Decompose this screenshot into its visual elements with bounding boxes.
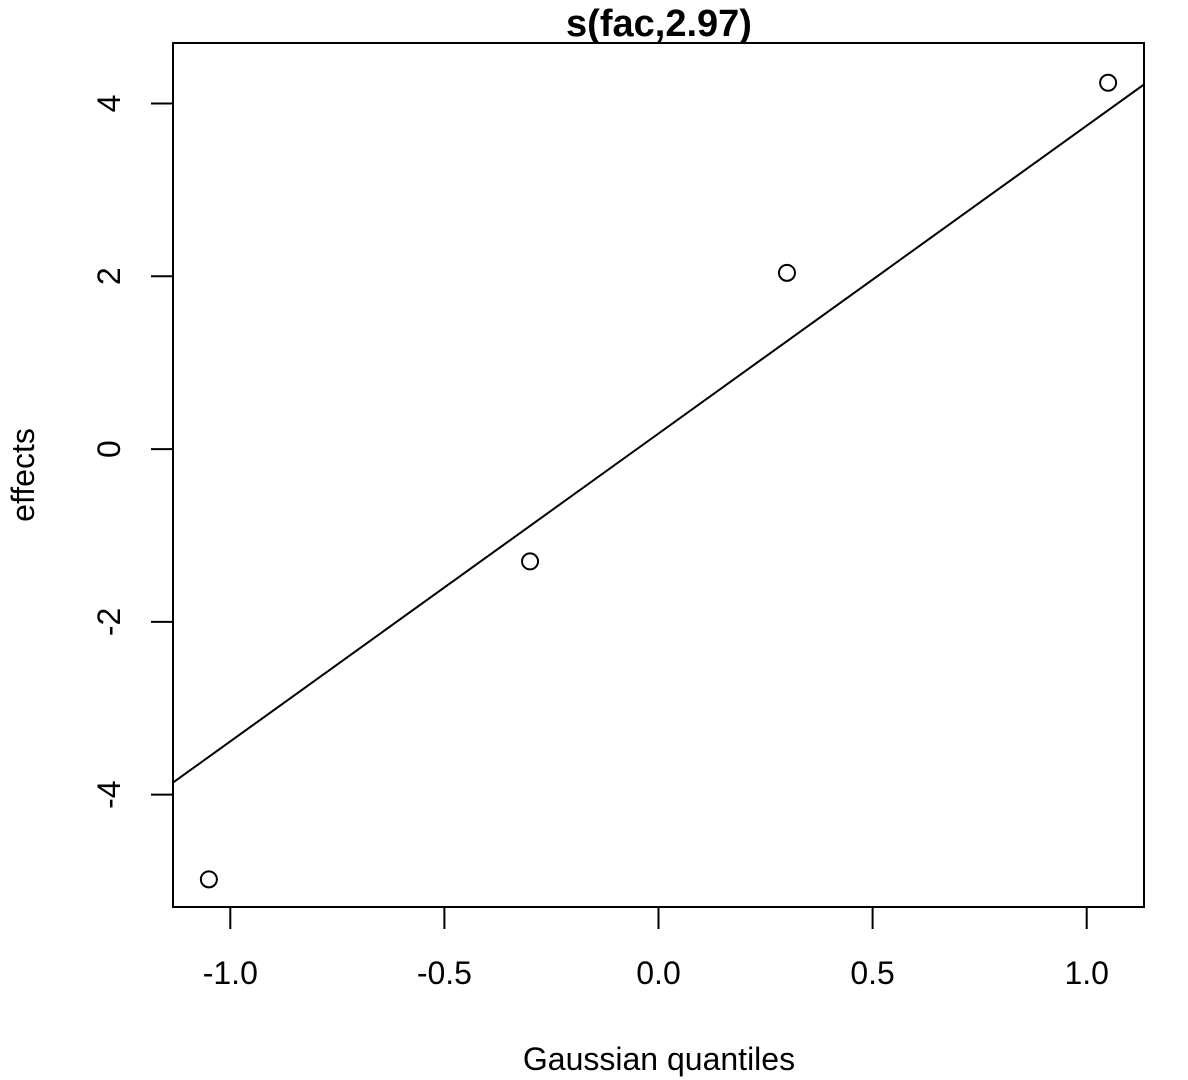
x-tick-label: 0.5 xyxy=(850,955,894,991)
data-point xyxy=(521,552,540,571)
chart-title: s(fac,2.97) xyxy=(566,3,752,45)
x-axis-title: Gaussian quantiles xyxy=(523,1041,795,1077)
reference-line xyxy=(172,83,1145,784)
x-axis: -1.0 -0.5 0.0 0.5 1.0 xyxy=(203,907,1109,991)
y-tick-label: 4 xyxy=(91,95,127,113)
x-tick-label: -1.0 xyxy=(203,955,258,991)
y-tick-label: -2 xyxy=(91,608,127,636)
data-point xyxy=(1099,73,1118,92)
x-tick-label: 0.0 xyxy=(636,955,680,991)
plot-area xyxy=(172,73,1145,889)
y-tick-label: -4 xyxy=(91,780,127,808)
y-tick-label: 0 xyxy=(91,440,127,458)
data-point xyxy=(199,870,218,889)
y-axis-title: effects xyxy=(5,428,41,522)
y-axis: -4 -2 0 2 4 xyxy=(91,95,173,809)
x-tick-label: 1.0 xyxy=(1064,955,1108,991)
x-tick-label: -0.5 xyxy=(417,955,472,991)
plot-frame xyxy=(172,42,1145,908)
y-tick-label: 2 xyxy=(91,267,127,285)
data-point xyxy=(777,263,796,282)
